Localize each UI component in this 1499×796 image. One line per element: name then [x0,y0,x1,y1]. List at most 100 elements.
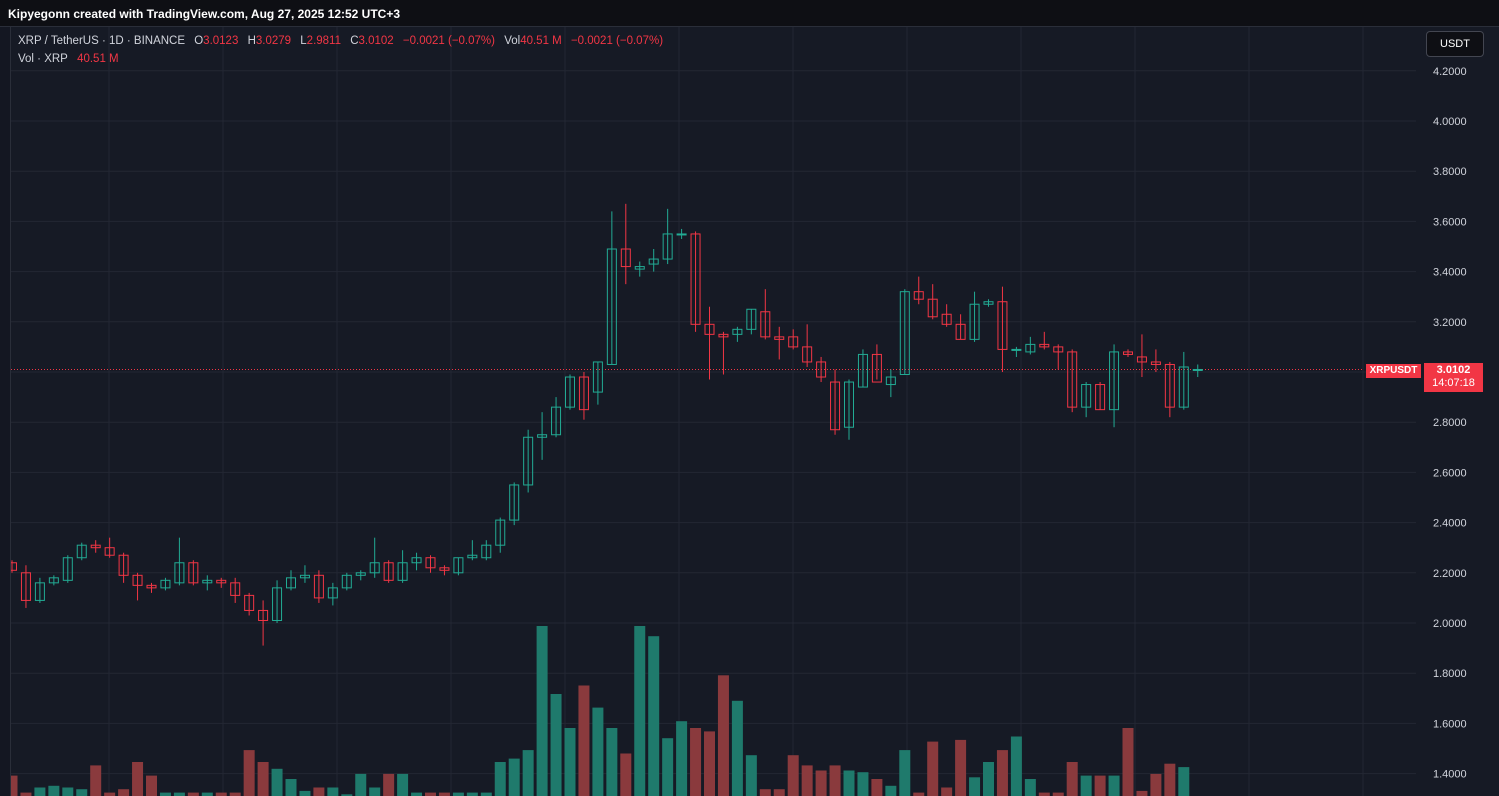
candle-body [397,562,408,581]
candle-body [969,303,980,340]
volume-bar [815,770,827,796]
candle-body [816,361,827,378]
candle-body [453,557,464,574]
candle-body [146,584,157,589]
volume-bar [1038,792,1050,796]
candle-body [676,233,687,236]
candle-body [425,557,436,569]
y-tick-label: 4.0000 [1433,116,1467,128]
volume-bar [257,762,269,796]
candle-body [830,381,841,431]
volume-bar [871,779,883,796]
candle-body [634,266,645,270]
candle-body [704,323,715,335]
candle-body [202,579,213,584]
candle-body [1123,351,1133,355]
candle-body [857,353,868,388]
candle-body [802,346,813,363]
volume-bar [1178,767,1190,796]
volume-bar [452,792,464,796]
currency-button[interactable]: USDT [1426,31,1484,57]
candle-body [648,258,659,265]
symbol-label[interactable]: XRP / TetherUS · 1D · BINANCE [18,35,186,47]
candle-body [1095,384,1106,411]
volume-bar [1052,792,1064,796]
candle-body [523,436,534,486]
volume-bar [215,792,227,796]
candle-body [732,328,743,335]
y-tick-label: 3.8000 [1433,166,1467,178]
volume-bar [913,792,925,796]
candle-body [774,336,785,340]
volume-bar [34,787,46,796]
open-value: 3.0123 [203,35,239,47]
candle-body [997,301,1008,350]
candle-body [1150,361,1161,365]
candle-body [718,333,729,338]
volume-bar [969,777,981,796]
volume-bar [564,728,576,796]
candle-body [299,574,310,579]
candle-body [1011,348,1022,351]
candle-body [62,557,73,581]
candle-body [383,562,394,581]
candle-body [132,574,143,586]
volume-bar [369,787,381,796]
candle-body [620,248,631,268]
volume-bar [271,768,283,796]
candle-body [118,554,129,576]
candle-body [244,594,255,611]
candle-body [592,361,603,393]
vol-label: Vol [504,35,521,47]
y-tick-label: 2.6000 [1433,467,1467,479]
volume-bar [480,792,492,796]
candle-body [20,572,31,601]
close-value: 3.0102 [358,35,394,47]
volume-bar [201,792,213,796]
volume-bar [606,728,618,796]
candle-body [1025,343,1036,353]
candle-body [174,562,185,584]
volume-bar [843,770,855,796]
volume-bar [187,792,199,796]
volume-bar [76,789,88,796]
candle-body [1081,384,1092,408]
volume-indicator-value: 40.51 M [77,53,119,65]
candle-body [844,381,854,428]
candle-body [369,562,380,574]
candle-body [551,406,562,436]
candle-body [188,562,199,584]
candle-body [1067,351,1078,408]
candlestick-chart[interactable]: 4.20004.00003.80003.60003.40003.20003.00… [11,27,1499,796]
candle-body [272,587,283,621]
y-tick-label: 4.2000 [1433,66,1467,78]
volume-bar [676,721,688,796]
volume-bar [313,787,325,796]
high-value: 3.0279 [255,35,292,47]
volume-bar [996,750,1008,796]
volume-bar [634,626,646,796]
volume-bar [745,755,757,796]
candle-body [11,562,17,571]
candle-body [578,376,589,411]
candle-body [216,579,227,584]
volume-bar [11,775,18,796]
chart-panel[interactable]: 4.20004.00003.80003.60003.40003.20003.00… [10,27,1499,796]
vol-change-value: −0.0021 (−0.07%) [570,35,664,47]
volume-bar [620,753,632,796]
bar-countdown: 14:07:18 [1432,377,1475,389]
volume-bar [690,728,702,796]
candle-body [411,557,422,564]
candle-body [662,233,673,260]
volume-bar [173,792,185,796]
volume-bar [704,731,715,796]
candle-body [1178,366,1189,408]
volume-bar [48,785,60,796]
candle-body [34,582,45,601]
close-label: C [350,35,359,47]
volume-indicator-label[interactable]: Vol · XRP [18,53,68,65]
volume-bar [1164,763,1176,796]
candle-body [1192,368,1203,371]
volume-bar [1080,775,1092,796]
candle-body [885,376,896,386]
